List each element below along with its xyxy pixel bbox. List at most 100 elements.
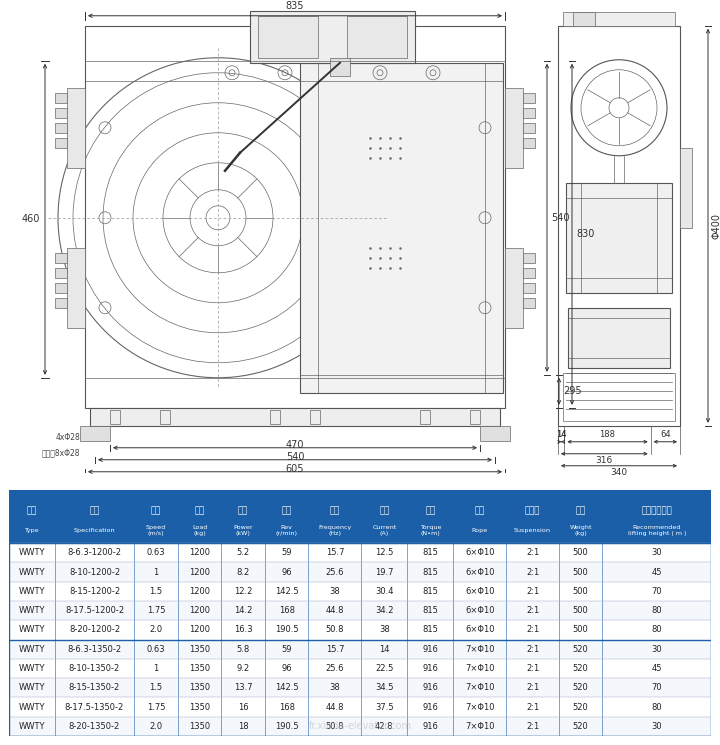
- Text: 38: 38: [330, 683, 341, 692]
- Text: 8-20-1200-2: 8-20-1200-2: [69, 625, 120, 635]
- Bar: [55, 123, 67, 133]
- Text: 1200: 1200: [189, 548, 210, 557]
- Text: 500: 500: [573, 568, 588, 577]
- Text: 2:1: 2:1: [526, 664, 539, 673]
- Text: Weight
(kg): Weight (kg): [570, 524, 592, 536]
- Bar: [9, 490, 711, 543]
- Text: 70: 70: [652, 587, 662, 596]
- Text: 520: 520: [573, 644, 588, 653]
- Text: 2:1: 2:1: [526, 548, 539, 557]
- Text: 8-20-1350-2: 8-20-1350-2: [69, 722, 120, 731]
- Text: 30: 30: [652, 548, 662, 557]
- Text: 梯速: 梯速: [151, 506, 161, 515]
- Text: 25.6: 25.6: [325, 568, 344, 577]
- Text: 142.5: 142.5: [275, 587, 299, 596]
- Text: 916: 916: [423, 722, 438, 731]
- Text: 7×Φ10: 7×Φ10: [465, 703, 495, 711]
- Text: 1.75: 1.75: [147, 703, 166, 711]
- Text: 18: 18: [238, 722, 248, 731]
- Text: 520: 520: [573, 722, 588, 731]
- Text: Power
(kW): Power (kW): [233, 524, 253, 536]
- Bar: [160, 410, 170, 424]
- Bar: [523, 283, 535, 293]
- Text: 500: 500: [573, 606, 588, 615]
- Text: 6×Φ10: 6×Φ10: [465, 568, 495, 577]
- Text: Current
(A): Current (A): [372, 524, 397, 536]
- Text: 转矩: 转矩: [426, 506, 436, 515]
- Text: 168: 168: [279, 606, 294, 615]
- Text: 8.2: 8.2: [237, 568, 250, 577]
- Text: 12.2: 12.2: [234, 587, 252, 596]
- Text: 前脱共8xΦ28: 前脱共8xΦ28: [42, 448, 80, 457]
- Text: 15.7: 15.7: [325, 644, 344, 653]
- Text: 830: 830: [576, 229, 595, 239]
- Text: 1350: 1350: [189, 644, 210, 653]
- Text: 1: 1: [153, 568, 158, 577]
- Text: 316: 316: [595, 456, 613, 465]
- Text: Speed
(m/s): Speed (m/s): [146, 524, 166, 536]
- Text: 8-6.3-1200-2: 8-6.3-1200-2: [68, 548, 122, 557]
- Text: 38: 38: [330, 587, 341, 596]
- Text: 7×Φ10: 7×Φ10: [465, 644, 495, 653]
- Bar: [523, 93, 535, 103]
- Text: 460: 460: [22, 215, 40, 224]
- Bar: [523, 123, 535, 133]
- Text: 1: 1: [153, 664, 158, 673]
- Bar: [523, 253, 535, 263]
- Bar: [270, 410, 280, 424]
- Bar: [55, 108, 67, 118]
- Bar: [55, 138, 67, 148]
- Text: 14: 14: [556, 430, 567, 439]
- Text: 7×Φ10: 7×Φ10: [465, 664, 495, 673]
- Text: 12.5: 12.5: [375, 548, 393, 557]
- Text: 605: 605: [286, 463, 305, 474]
- Text: 815: 815: [423, 625, 438, 635]
- Bar: [90, 408, 500, 425]
- Bar: [523, 138, 535, 148]
- Text: WWTY: WWTY: [19, 722, 45, 731]
- Text: 8-15-1200-2: 8-15-1200-2: [69, 587, 120, 596]
- Text: 2:1: 2:1: [526, 625, 539, 635]
- Text: 14.2: 14.2: [234, 606, 252, 615]
- Text: Rope: Rope: [472, 527, 488, 533]
- Text: 1350: 1350: [189, 664, 210, 673]
- Text: 型号: 型号: [27, 506, 37, 515]
- Bar: [67, 88, 85, 168]
- Text: 转速: 转速: [282, 506, 292, 515]
- Bar: [9, 582, 711, 601]
- Bar: [9, 621, 711, 639]
- Text: 540: 540: [551, 213, 570, 223]
- Text: 45: 45: [652, 568, 662, 577]
- Bar: [9, 601, 711, 621]
- Text: 916: 916: [423, 683, 438, 692]
- Bar: [523, 298, 535, 308]
- Bar: [110, 410, 120, 424]
- Bar: [55, 283, 67, 293]
- Text: 13.7: 13.7: [234, 683, 253, 692]
- Text: 2.0: 2.0: [150, 722, 163, 731]
- Text: 42.8: 42.8: [375, 722, 394, 731]
- Text: 1200: 1200: [189, 625, 210, 635]
- Text: WWTY: WWTY: [19, 644, 45, 653]
- Text: 6×Φ10: 6×Φ10: [465, 548, 495, 557]
- Text: 50.8: 50.8: [325, 722, 344, 731]
- Text: 25.6: 25.6: [325, 664, 344, 673]
- Bar: [9, 717, 711, 736]
- Text: Recommended
lifting height ( m ): Recommended lifting height ( m ): [628, 524, 686, 536]
- Text: 绳规: 绳规: [474, 506, 485, 515]
- Bar: [9, 659, 711, 678]
- Text: 8-6.3-1350-2: 8-6.3-1350-2: [68, 644, 122, 653]
- Text: 7×Φ10: 7×Φ10: [465, 683, 495, 692]
- Text: 7×Φ10: 7×Φ10: [465, 722, 495, 731]
- Bar: [80, 425, 110, 441]
- Text: 340: 340: [611, 468, 628, 477]
- Text: 2:1: 2:1: [526, 703, 539, 711]
- Text: 层引比: 层引比: [525, 506, 540, 515]
- Text: WWTY: WWTY: [19, 587, 45, 596]
- Bar: [9, 639, 711, 659]
- Text: 520: 520: [573, 683, 588, 692]
- Bar: [9, 678, 711, 697]
- Text: 6×Φ10: 6×Φ10: [465, 606, 495, 615]
- Text: 8-10-1200-2: 8-10-1200-2: [69, 568, 120, 577]
- Bar: [9, 543, 711, 562]
